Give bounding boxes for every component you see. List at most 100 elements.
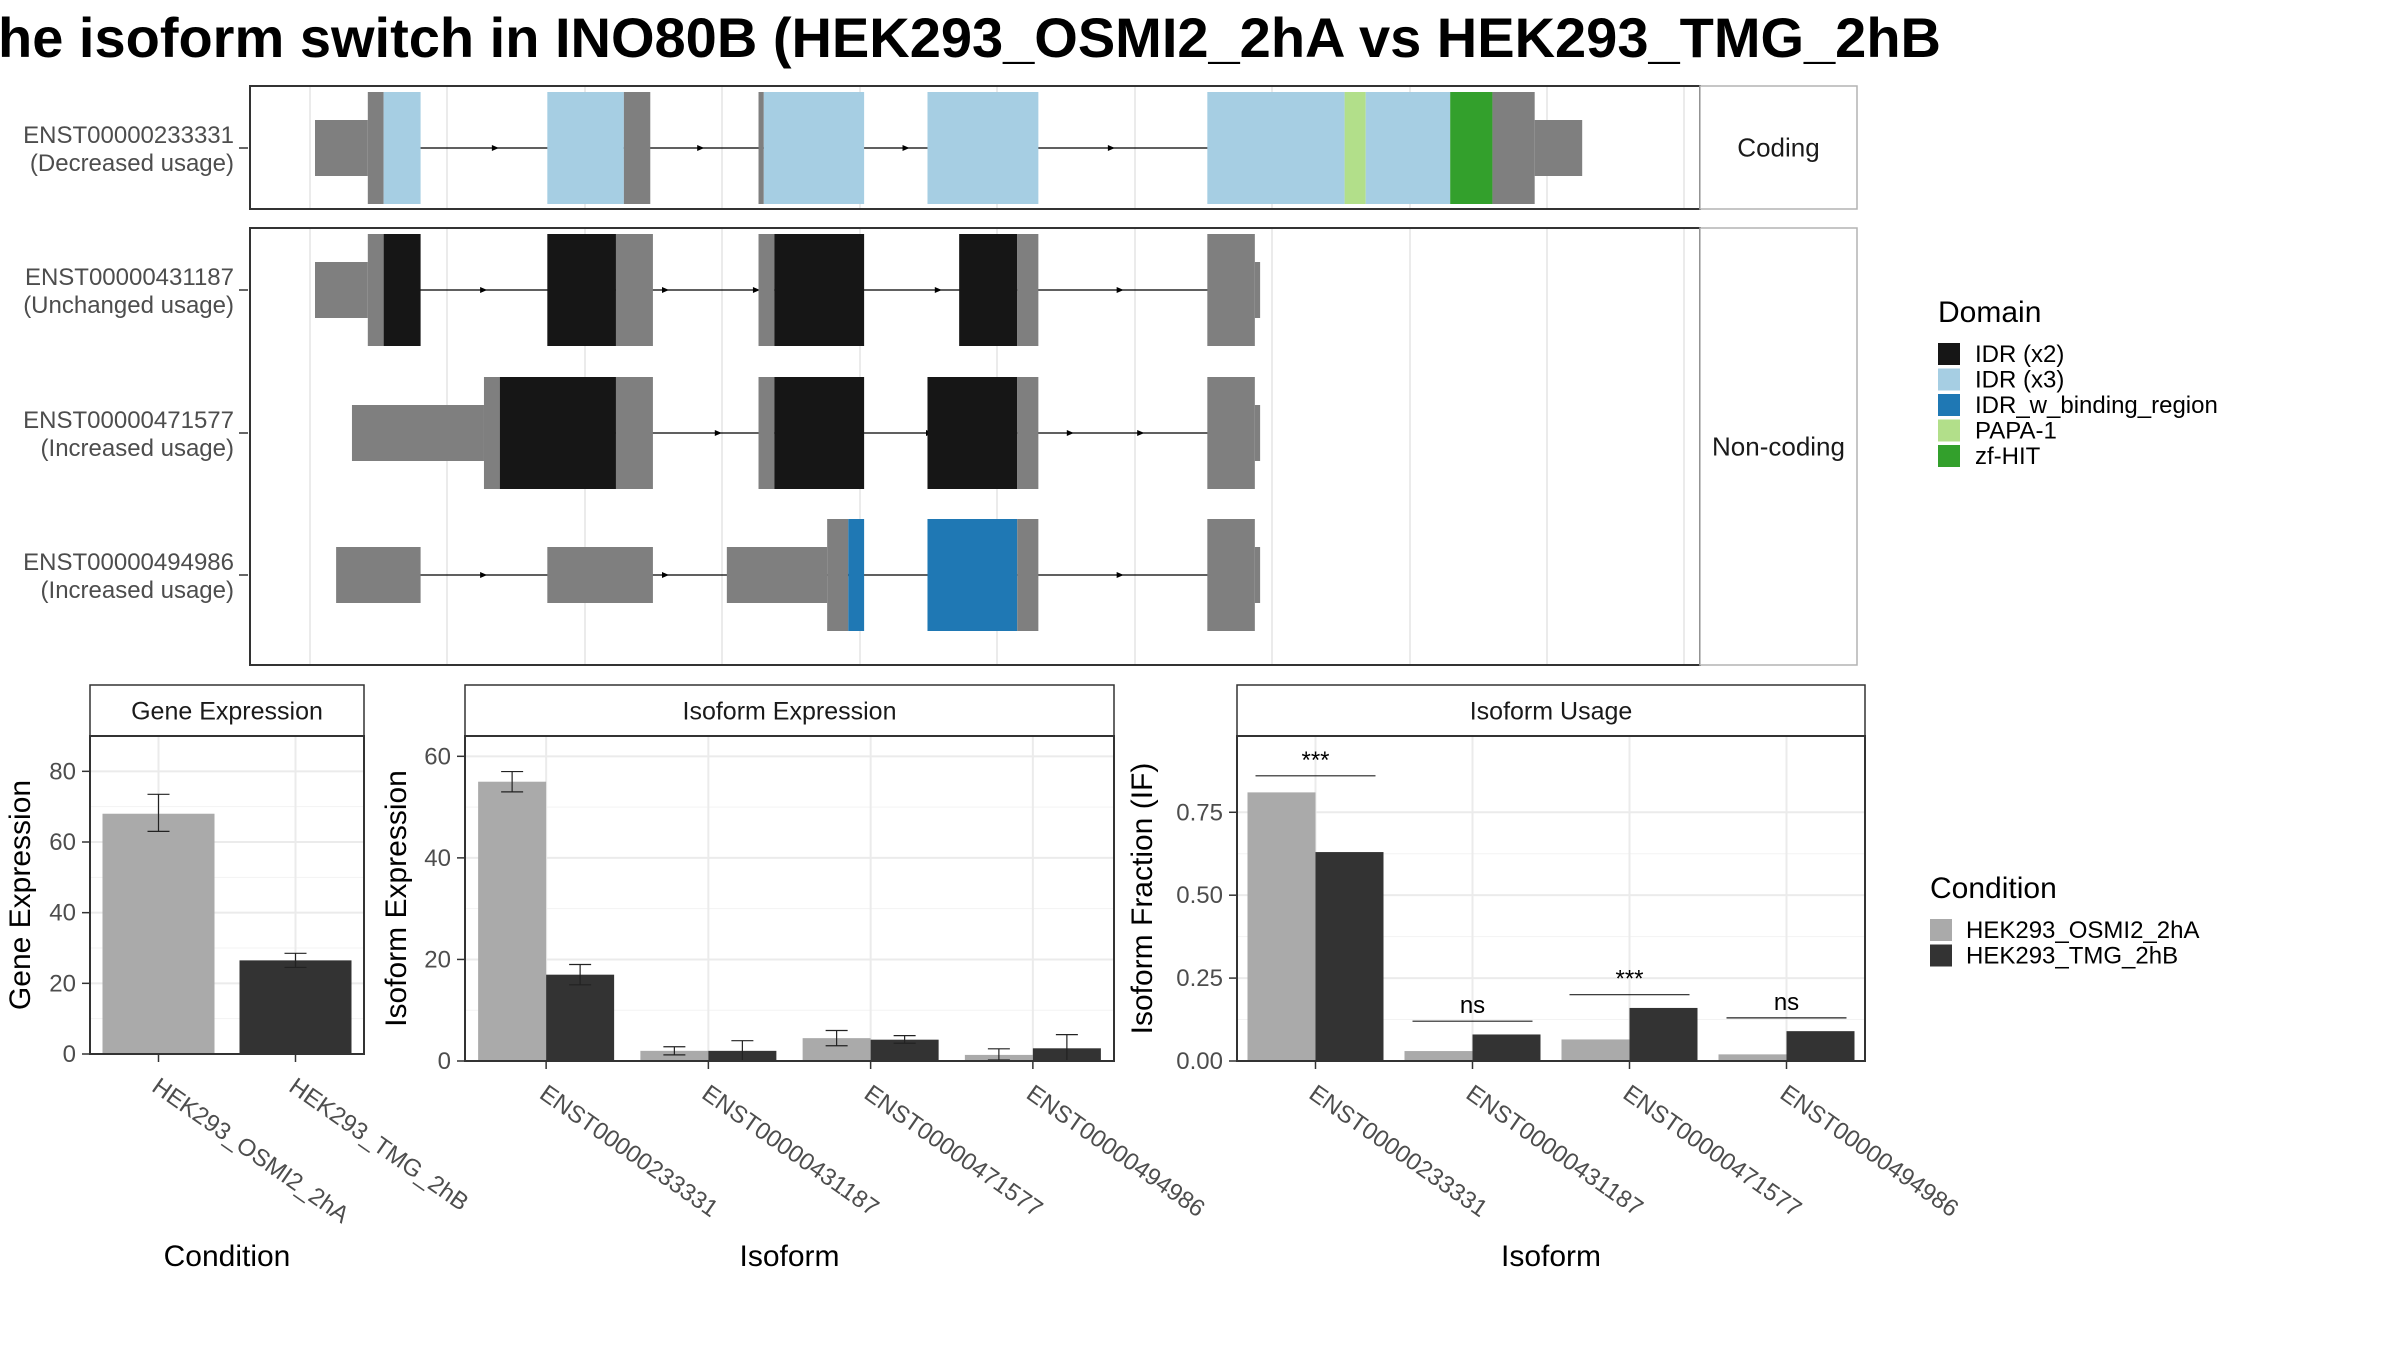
bar-isoform	[1404, 1051, 1473, 1061]
transcript-id-label: ENST00000471577	[23, 407, 234, 434]
y-tick-label: 20	[424, 946, 451, 973]
exon-block-cds	[827, 519, 849, 631]
domain-legend-label: IDR_w_binding_region	[1975, 392, 2218, 419]
y-axis-title: Isoform Expression	[380, 770, 413, 1027]
chart-title: Gene Expression	[131, 698, 323, 726]
bar-isoform	[1561, 1039, 1630, 1061]
domain-legend-key	[1938, 445, 1960, 467]
domain-legend-label: PAPA-1	[1975, 418, 2057, 445]
exon-block-idr_w_binding_region	[848, 519, 865, 631]
chart-panel-border	[464, 735, 1115, 1062]
exon-block-idr_x3	[763, 92, 865, 204]
y-tick-label: 20	[49, 970, 76, 997]
exon-block-utr	[351, 405, 484, 461]
domain-legend: Domain IDR (x2)IDR (x3)IDR_w_binding_reg…	[1938, 296, 2218, 470]
intron-arrow	[1066, 430, 1074, 436]
condition-legend-label: HEK293_TMG_2hB	[1966, 943, 2178, 970]
exon-block-zf_hit	[1450, 92, 1493, 204]
facet-strip-label: Non-coding	[1712, 432, 1845, 462]
transcript-structure-panel: Coding Non-coding ENST00000233331(Decrease…	[23, 85, 1858, 666]
exon-block-idr_x2	[383, 234, 421, 346]
exon-block-cds	[1017, 519, 1039, 631]
facet-strip-label: Coding	[1737, 133, 1819, 163]
transcript-id-label: ENST00000494986	[23, 549, 234, 576]
intron-arrow	[1137, 430, 1145, 436]
transcript-usage-label: (Unchanged usage)	[23, 292, 234, 319]
exon-block-idr_x2	[927, 377, 1018, 489]
bar-isoform	[870, 1039, 939, 1061]
exon-block-idr_x3	[1207, 92, 1345, 204]
exon-block-cds	[1017, 377, 1039, 489]
intron-arrow	[934, 287, 942, 293]
exon-block-idr_x3	[383, 92, 421, 204]
exon-block-idr_x3	[927, 92, 1039, 204]
exon-block-idr_x2	[547, 234, 616, 346]
chart-title-strip	[89, 684, 365, 737]
chart-title: Isoform Expression	[683, 698, 897, 726]
exon-block-utr	[1534, 120, 1583, 176]
y-tick-label: 0	[63, 1041, 76, 1068]
y-tick-label: 0.75	[1176, 799, 1223, 826]
exon-block-utr	[1254, 405, 1261, 461]
chart-title-strip	[464, 684, 1115, 737]
exon-block-idr_x3	[547, 92, 624, 204]
transcript-id-label: ENST00000431187	[25, 264, 234, 291]
bar-isoform	[802, 1038, 871, 1061]
y-axis-title: Isoform Fraction (IF)	[1126, 763, 1159, 1035]
chart-panel-border	[1236, 735, 1866, 1062]
exon-block-utr	[726, 547, 828, 603]
intron-arrow	[714, 430, 722, 436]
domain-legend-key	[1938, 394, 1960, 416]
gene-expression-chart: Gene ExpressionHEK293_OSMI2_2hAHEK293_TM…	[4, 684, 473, 1273]
exon-block-cds	[1017, 234, 1039, 346]
facet-strip	[1699, 227, 1858, 666]
intron-arrow	[491, 145, 499, 151]
x-axis-title: Isoform	[1501, 1240, 1601, 1273]
significance-label: ***	[1615, 966, 1643, 993]
bar-isoform	[478, 781, 547, 1061]
exon-block-cds	[615, 377, 653, 489]
exon-block-idr_x3	[1365, 92, 1451, 204]
bar-isoform	[640, 1050, 709, 1061]
exon-block-cds	[1207, 519, 1255, 631]
intron-arrow	[1116, 287, 1124, 293]
bar-isoform	[1247, 792, 1316, 1061]
bar-condition	[102, 813, 215, 1054]
figure-title: he isoform switch in INO80B (HEK293_OSMI…	[0, 6, 1941, 69]
exon-block-cds	[758, 92, 764, 204]
y-tick-label: 80	[49, 758, 76, 785]
bar-isoform	[546, 974, 615, 1061]
chart-panel-border	[89, 735, 365, 1055]
y-tick-label: 0.00	[1176, 1048, 1223, 1075]
bar-condition	[239, 960, 352, 1054]
y-tick-label: 60	[424, 743, 451, 770]
significance-label: ns	[1774, 989, 1799, 1016]
y-tick-label: 40	[424, 845, 451, 872]
bar-isoform	[1786, 1031, 1855, 1061]
y-axis-title: Gene Expression	[4, 780, 37, 1010]
facet-strip	[1699, 85, 1858, 210]
x-tick-label: ENST00000471577	[859, 1080, 1047, 1223]
chart-title: Isoform Usage	[1470, 698, 1633, 726]
exon-block-idr_w_binding_region	[927, 519, 1018, 631]
exon-block-utr	[1254, 262, 1261, 318]
exon-block-papa1	[1344, 92, 1366, 204]
y-tick-label: 0.50	[1176, 882, 1223, 909]
exon-block-utr	[315, 120, 368, 176]
intron-arrow	[662, 572, 669, 578]
exon-block-cds	[758, 234, 775, 346]
exon-block-utr	[336, 547, 421, 603]
exon-block-idr_x2	[499, 377, 616, 489]
exon-block-cds	[367, 234, 384, 346]
x-tick-label: ENST00000431187	[697, 1080, 884, 1222]
exon-block-idr_x2	[774, 377, 865, 489]
exon-block-utr	[1254, 547, 1261, 603]
y-tick-label: 60	[49, 829, 76, 856]
condition-legend-key	[1930, 919, 1952, 941]
bar-isoform	[1472, 1034, 1541, 1061]
exon-block-cds	[758, 377, 775, 489]
intron-arrow	[1107, 145, 1115, 151]
condition-legend-title: Condition	[1930, 872, 2057, 905]
isoform-expression-chart: Isoform ExpressionENST00000233331ENST000…	[380, 684, 1210, 1273]
